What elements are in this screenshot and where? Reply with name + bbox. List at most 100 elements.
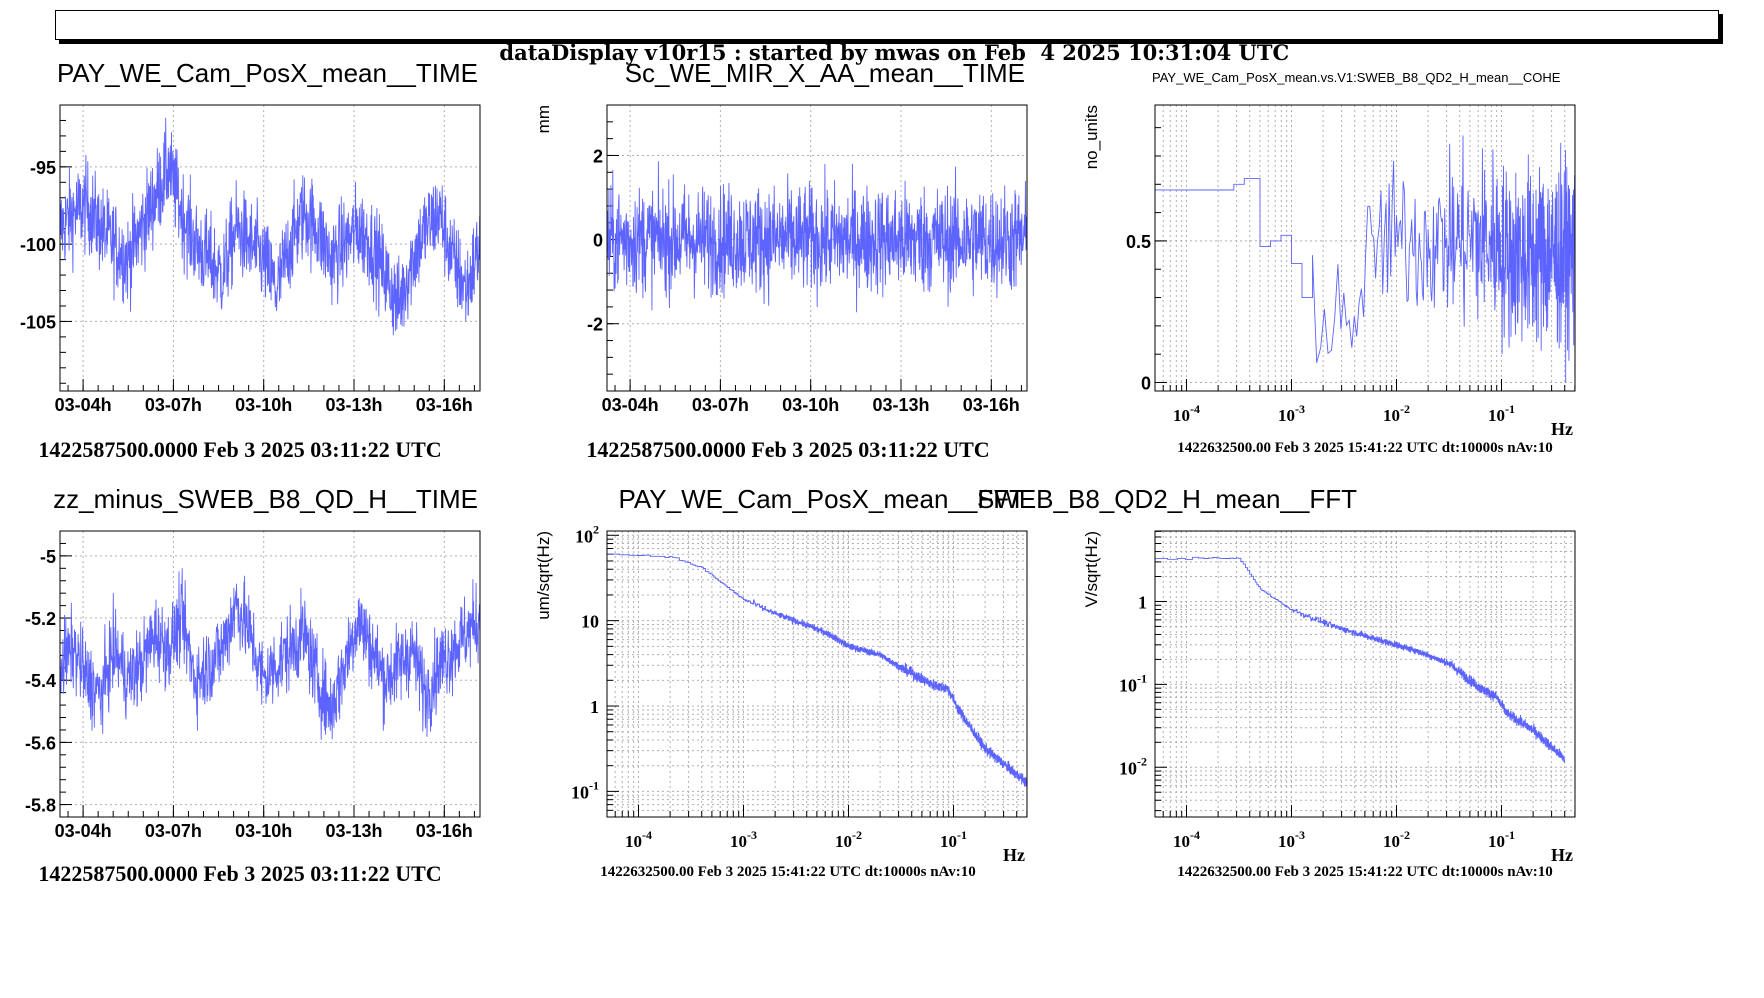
series-trace (607, 553, 1027, 787)
y-tick-label: 10-1 (571, 778, 599, 802)
series-trace (60, 568, 480, 740)
series-line (607, 161, 1027, 313)
grid (60, 531, 480, 817)
x-tick-label: 10-2 (1383, 402, 1410, 425)
x-tick-exponent: -2 (1400, 402, 1410, 416)
chart-title: PAY_WE_Cam_PosX_mean__FFT (618, 484, 1025, 514)
series-line (1155, 135, 1575, 383)
x-tick-label: 10-2 (835, 828, 862, 851)
plot-frame (59, 530, 481, 818)
x-axis-label: Hz (1551, 845, 1573, 865)
chart-4: zz_minus_SWEB_B8_QD_H__TIME 03-04h 03-07h 0… (25, 484, 481, 886)
series-line (60, 117, 480, 336)
plot-frame (1154, 530, 1576, 818)
x-tick-exponent: -3 (1295, 402, 1305, 416)
chart-title: PAY_WE_Cam_PosX_mean.vs.V1:SWEB_B8_QD2_H… (1152, 70, 1561, 85)
y-tick-label: -100 (20, 235, 56, 255)
x-tick-exponent: -2 (852, 828, 862, 842)
x-tick-label: 10-4 (1173, 402, 1200, 425)
x-tick-label: 10-1 (940, 828, 967, 851)
chart-footer: 1422632500.00 Feb 3 2025 15:41:22 UTC dt… (1177, 864, 1553, 880)
x-tick-exponent: -4 (642, 828, 652, 842)
chart-title: zz_minus_SWEB_B8_QD_H__TIME (53, 484, 478, 514)
x-tick-label: 03-13h (872, 395, 929, 415)
y-tick-exponent: -2 (1137, 754, 1147, 768)
y-tick-exponent: -1 (1137, 671, 1147, 685)
x-tick-label: 03-16h (416, 395, 473, 415)
y-tick-label: -95 (30, 158, 56, 178)
series-line (60, 568, 480, 740)
x-tick-exponent: -1 (957, 828, 967, 842)
x-tick-exponent: -1 (1505, 828, 1515, 842)
grid (1155, 531, 1575, 817)
x-tick-label: 03-13h (325, 821, 382, 841)
grid (607, 531, 1027, 817)
chart-footer: 1422587500.0000 Feb 3 2025 03:11:22 UTC (38, 437, 441, 462)
x-tick-label: 10-4 (625, 828, 652, 851)
y-tick-label: 102 (575, 522, 599, 546)
x-tick-label: 03-13h (325, 395, 382, 415)
series-trace (60, 117, 480, 336)
chart-footer: 1422632500.00 Feb 3 2025 15:41:22 UTC dt… (600, 864, 976, 880)
x-tick-exponent: -4 (1190, 402, 1200, 416)
x-tick-label: 10-3 (730, 828, 757, 851)
y-tick-label: 10-2 (1119, 754, 1147, 778)
y-tick-label: -105 (20, 312, 56, 332)
y-axis-label: um/sqrt(Hz) (534, 531, 553, 620)
chart-1: PAY_WE_Cam_PosX_mean__TIME 03-04h 03-07h 03… (20, 58, 481, 462)
chart-title: Sc_WE_MIR_X_AA_mean__TIME (625, 58, 1025, 88)
y-tick-label: -5 (40, 547, 56, 567)
y-tick-label: 0 (593, 231, 603, 251)
chart-3: PAY_WE_Cam_PosX_mean.vs.V1:SWEB_B8_QD2_H… (1082, 70, 1576, 456)
x-tick-label: 10-2 (1383, 828, 1410, 851)
x-tick-label: 03-07h (145, 821, 202, 841)
x-tick-exponent: -2 (1400, 828, 1410, 842)
chart-6: SWEB_B8_QD2_H_mean__FFT V/sqrt(Hz) Hz 10-4 1… (977, 484, 1576, 880)
chart-footer: 1422587500.0000 Feb 3 2025 03:11:22 UTC (38, 861, 441, 886)
chart-footer: 1422632500.00 Feb 3 2025 15:41:22 UTC dt… (1177, 440, 1553, 456)
x-tick-exponent: -3 (747, 828, 757, 842)
x-axis-label: Hz (1003, 845, 1025, 865)
x-tick-label: 03-07h (145, 395, 202, 415)
x-tick-label: 10-3 (1278, 828, 1305, 851)
y-tick-label: -2 (587, 315, 603, 335)
x-tick-label: 03-10h (235, 395, 292, 415)
y-tick-label: 1 (1138, 592, 1147, 612)
window-title: dataDisplay v10r15 : started by mwas on … (499, 40, 1290, 65)
chart-5: PAY_WE_Cam_PosX_mean__FFT um/sqrt(Hz) Hz 10… (534, 484, 1028, 880)
plot-frame (606, 104, 1028, 392)
x-tick-label: 10-1 (1488, 828, 1515, 851)
y-tick-label: 0 (1141, 374, 1151, 394)
x-tick-label: 03-16h (963, 395, 1020, 415)
y-tick-exponent: -1 (589, 778, 599, 792)
x-tick-label: 03-16h (416, 821, 473, 841)
y-axis-label: no_units (1082, 105, 1101, 169)
window-title-bar: dataDisplay v10r15 : started by mwas on … (55, 10, 1719, 65)
plot-frame (1154, 104, 1576, 392)
y-axis-label: V/sqrt(Hz) (1082, 531, 1101, 608)
y-axis-label: mm (534, 105, 553, 133)
series-line (1155, 556, 1565, 763)
y-tick-label: -5.8 (25, 796, 56, 816)
chart-footer: 1422587500.0000 Feb 3 2025 03:11:22 UTC (586, 437, 989, 462)
x-tick-label: 03-04h (602, 395, 659, 415)
series-line (607, 553, 1027, 787)
y-tick-label: 10 (581, 612, 599, 632)
x-tick-label: 03-04h (55, 395, 112, 415)
plot-frame (606, 530, 1028, 818)
x-axis-label: Hz (1551, 419, 1573, 439)
x-tick-label: 03-10h (782, 395, 839, 415)
x-tick-exponent: -3 (1295, 828, 1305, 842)
plot-frame (59, 104, 481, 392)
series-trace (1155, 556, 1565, 763)
chart-title: SWEB_B8_QD2_H_mean__FFT (977, 484, 1357, 514)
x-tick-exponent: -4 (1190, 828, 1200, 842)
y-tick-label: 0.5 (1126, 232, 1151, 252)
y-tick-label: -5.2 (25, 609, 56, 629)
x-tick-label: 10-3 (1278, 402, 1305, 425)
chart-title: PAY_WE_Cam_PosX_mean__TIME (57, 58, 478, 88)
x-tick-label: 10-1 (1488, 402, 1515, 425)
series-trace (607, 161, 1027, 313)
